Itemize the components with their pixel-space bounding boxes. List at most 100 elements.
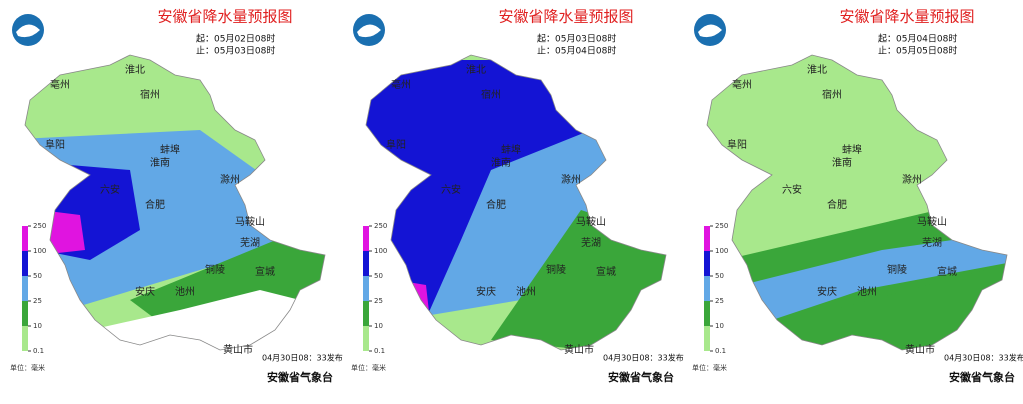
city-label: 滁州 [561, 173, 581, 186]
city-label: 合肥 [827, 198, 847, 211]
city-label: 芜湖 [240, 236, 260, 249]
issuer: 安徽省气象台 [267, 370, 333, 384]
province-outline [24, 54, 326, 351]
legend-tick-label: 100 [33, 247, 46, 255]
issue-time: 04月30日08：33发布 [944, 353, 1023, 363]
legend-tick-label: 50 [33, 272, 42, 280]
city-label: 黄山市 [223, 343, 253, 356]
start-time: 起：05月04日08时 [878, 33, 957, 45]
map-title: 安徽省降水量预报图 [839, 8, 974, 26]
city-label: 铜陵 [887, 264, 907, 276]
legend-swatch [22, 226, 28, 251]
legend-swatch [363, 301, 369, 326]
issue-time: 04月30日08：33发布 [262, 353, 343, 363]
city-label: 亳州 [391, 78, 411, 91]
city-label: 亳州 [50, 78, 70, 91]
city-label: 铜陵 [546, 264, 566, 276]
rain-region [396, 280, 431, 330]
city-label: 安庆 [135, 285, 155, 298]
logo-swirl [357, 24, 381, 38]
legend-unit: 单位：毫米 [692, 363, 727, 372]
city-label: 淮南 [832, 156, 852, 169]
city-label: 安庆 [817, 285, 837, 298]
province-map [25, 55, 325, 350]
legend-swatch [704, 276, 710, 301]
city-label: 黄山市 [905, 343, 935, 356]
logo-swirl [16, 24, 40, 38]
legend-tick-label: 50 [715, 272, 724, 280]
legend-swatch [363, 226, 369, 251]
legend-swatch [363, 326, 369, 351]
end-time: 止：05月04日08时 [537, 45, 616, 57]
legend-tick-label: 10 [374, 322, 383, 330]
city-label: 马鞍山 [235, 215, 265, 228]
city-label: 黄山市 [564, 343, 594, 356]
city-label: 宣城 [596, 265, 616, 278]
legend-swatch [704, 251, 710, 276]
city-label: 池州 [516, 285, 536, 298]
city-label: 宿州 [481, 88, 501, 101]
city-label: 淮南 [491, 156, 511, 169]
legend-swatch [22, 276, 28, 301]
city-label: 池州 [175, 285, 195, 298]
city-label: 淮北 [807, 64, 827, 76]
city-label: 芜湖 [922, 236, 942, 249]
city-label: 宣城 [255, 265, 275, 278]
legend-swatch [704, 301, 710, 326]
city-label: 合肥 [145, 198, 165, 211]
legend-tick-label: 100 [715, 247, 728, 255]
city-label: 蚌埠 [501, 143, 521, 156]
city-label: 六安 [100, 183, 120, 196]
legend-tick-label: 0.1 [715, 347, 726, 355]
rain-region [707, 55, 1007, 350]
legend-swatch [363, 251, 369, 276]
legend-tick-label: 10 [33, 322, 42, 330]
map-title: 安徽省降水量预报图 [157, 8, 292, 26]
city-label: 马鞍山 [576, 215, 606, 228]
legend-tick-label: 0.1 [374, 347, 385, 355]
rain-region [40, 210, 85, 255]
city-label: 阜阳 [727, 138, 747, 151]
province-outline [706, 54, 1008, 351]
legend-swatch [22, 326, 28, 351]
legend-tick-label: 250 [715, 222, 728, 230]
legend-swatch [22, 251, 28, 276]
city-label: 芜湖 [581, 236, 601, 249]
start-time: 起：05月02日08时 [196, 33, 275, 45]
city-label: 蚌埠 [160, 143, 180, 156]
legend-tick-label: 250 [374, 222, 387, 230]
legend-swatch [704, 226, 710, 251]
city-label: 阜阳 [386, 138, 406, 151]
legend-tick-label: 50 [374, 272, 383, 280]
city-label: 马鞍山 [917, 215, 947, 228]
legend-tick-label: 10 [715, 322, 724, 330]
city-label: 合肥 [486, 198, 506, 211]
legend-swatch [22, 301, 28, 326]
rain-region [80, 290, 300, 350]
issuer: 安徽省气象台 [949, 370, 1015, 384]
legend-swatch [704, 326, 710, 351]
city-label: 宿州 [140, 88, 160, 101]
city-label: 铜陵 [205, 264, 225, 276]
legend-swatch [363, 276, 369, 301]
city-label: 六安 [441, 183, 461, 196]
city-label: 六安 [782, 183, 802, 196]
logo-swirl [698, 24, 722, 38]
city-label: 淮北 [125, 64, 145, 76]
city-label: 阜阳 [45, 138, 65, 151]
city-label: 淮南 [150, 156, 170, 169]
city-label: 池州 [857, 285, 877, 298]
city-label: 滁州 [902, 173, 922, 186]
legend-tick-label: 250 [33, 222, 46, 230]
legend-tick-label: 25 [715, 297, 724, 305]
city-label: 安庆 [476, 285, 496, 298]
city-label: 宿州 [822, 88, 842, 101]
map-title: 安徽省降水量预报图 [498, 8, 633, 26]
end-time: 止：05月05日08时 [878, 45, 957, 57]
city-label: 滁州 [220, 173, 240, 186]
rain-region [366, 60, 601, 330]
